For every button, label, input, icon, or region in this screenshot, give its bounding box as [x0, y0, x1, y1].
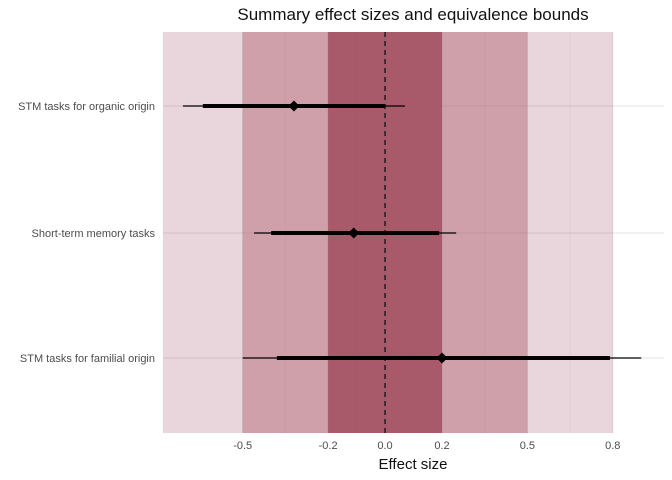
chart-title: Summary effect sizes and equivalence bou… [237, 5, 588, 24]
x-tick-label: 0.8 [605, 440, 620, 452]
x-axis-title: Effect size [379, 456, 448, 473]
estimate-point [348, 227, 360, 239]
estimate-point [436, 352, 448, 364]
x-tick-label: 0.0 [377, 440, 392, 452]
x-tick-label: -0.2 [319, 440, 338, 452]
estimate-point [288, 100, 300, 112]
y-tick-label: STM tasks for familial origin [20, 353, 155, 365]
y-tick-label: Short-term memory tasks [32, 228, 156, 240]
x-axis-ticks: -0.5 -0.2 0.0 0.2 0.5 0.8 [233, 440, 620, 452]
y-tick-label: STM tasks for organic origin [18, 101, 155, 113]
y-axis-labels: STM tasks for organic origin Short-term m… [18, 101, 155, 365]
x-tick-label: -0.5 [233, 440, 252, 452]
estimate-rows [182, 100, 642, 364]
x-tick-label: 0.2 [434, 440, 449, 452]
x-tick-label: 0.5 [520, 440, 535, 452]
